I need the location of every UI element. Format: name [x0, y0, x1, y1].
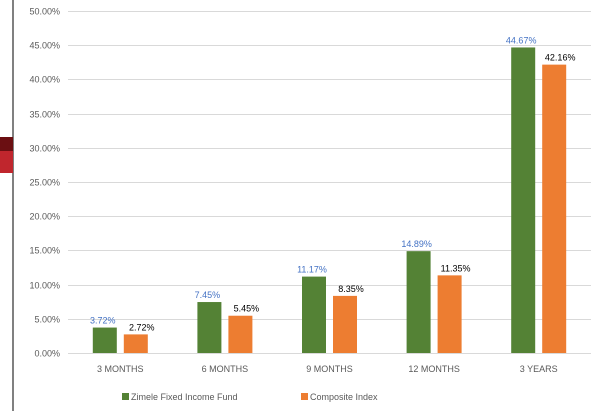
y-tick-label: 5.00%	[34, 315, 60, 325]
x-tick-label: 3 YEARS	[520, 364, 558, 374]
bar-fund	[406, 251, 431, 353]
y-tick-label: 0.00%	[34, 349, 60, 359]
bar-fund	[511, 47, 536, 353]
bar-fund	[302, 276, 326, 353]
y-tick-label: 25.00%	[29, 178, 60, 188]
legend-swatch-index	[301, 393, 308, 400]
data-label-fund: 11.17%	[297, 265, 327, 275]
data-label-index: 11.35%	[441, 263, 471, 273]
y-tick-label: 20.00%	[29, 212, 60, 222]
bar-index	[333, 295, 357, 353]
data-label-index: 8.35%	[338, 284, 364, 294]
x-tick-label: 9 MONTHS	[306, 364, 353, 374]
left-edge-strip-dark	[0, 137, 13, 151]
bar-fund	[92, 327, 117, 353]
data-label-index: 5.45%	[234, 304, 260, 314]
bar-fund	[197, 302, 222, 353]
bar-index	[542, 64, 567, 353]
data-label-index: 42.16%	[545, 53, 576, 63]
data-label-fund: 14.89%	[401, 239, 432, 249]
y-tick-label: 35.00%	[29, 110, 60, 120]
data-label-fund: 7.45%	[195, 290, 221, 300]
y-tick-label: 30.00%	[29, 144, 60, 154]
y-tick-label: 15.00%	[29, 246, 60, 256]
legend-label-fund: Zimele Fixed Income Fund	[131, 392, 238, 402]
bar-index	[123, 334, 148, 353]
bar-index	[437, 275, 462, 353]
left-edge-strip-red	[0, 151, 13, 173]
data-label-fund: 44.67%	[506, 35, 537, 45]
legend-label-index: Composite Index	[310, 392, 378, 402]
x-tick-label: 6 MONTHS	[202, 364, 249, 374]
data-label-fund: 3.72%	[90, 316, 116, 326]
y-tick-label: 10.00%	[29, 281, 60, 291]
legend-swatch-fund	[122, 393, 129, 400]
x-tick-label: 3 MONTHS	[97, 364, 144, 374]
x-tick-label: 12 MONTHS	[408, 364, 460, 374]
y-tick-label: 40.00%	[29, 75, 60, 85]
y-tick-label: 50.00%	[29, 7, 60, 17]
data-label-index: 2.72%	[129, 322, 155, 332]
bar-index	[228, 315, 253, 353]
y-tick-label: 45.00%	[29, 41, 60, 51]
